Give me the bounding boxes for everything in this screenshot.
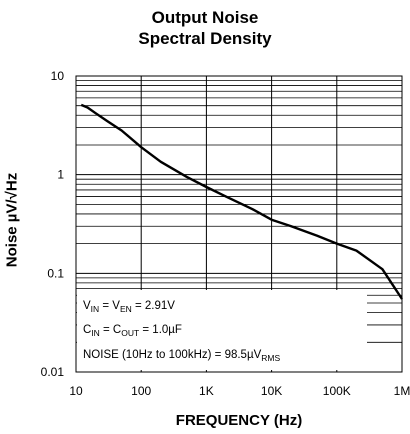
plot-frame — [75, 75, 403, 373]
annotation-cin-cout: CIN = COUT = 1.0µF — [83, 324, 182, 338]
y-tick-label: 0.1 — [47, 266, 64, 280]
annotation-vin-ven: VIN = VEN = 2.91V — [83, 300, 175, 314]
annotation-background — [77, 290, 367, 370]
x-tick-label: 100 — [131, 384, 151, 398]
x-axis-label: FREQUENCY (Hz) — [175, 412, 303, 429]
x-tick-label: 1K — [199, 384, 214, 398]
noise-series-line — [80, 103, 404, 300]
x-tick-label: 10K — [261, 384, 282, 398]
annotation-noise-total: NOISE (10Hz to 100kHz) = 98.5µVRMS — [83, 349, 280, 363]
y-tick-label: 10 — [51, 69, 65, 83]
chart-title-line2: Spectral Density — [138, 29, 272, 48]
annotation-box: VIN = VEN = 2.91V CIN = COUT = 1.0µF NOI… — [77, 290, 367, 370]
chart-title-line1: Output Noise — [151, 8, 259, 27]
x-tick-label: 1M — [394, 384, 410, 398]
tick-labels: 10 100 1K 10K 100K 1M 10 1 0.1 0.01 — [41, 69, 410, 398]
x-tick-label: 100K — [323, 384, 351, 398]
y-tick-label: 1 — [57, 168, 64, 182]
x-tick-label: 10 — [69, 384, 83, 398]
y-tick-label: 0.01 — [41, 365, 65, 379]
